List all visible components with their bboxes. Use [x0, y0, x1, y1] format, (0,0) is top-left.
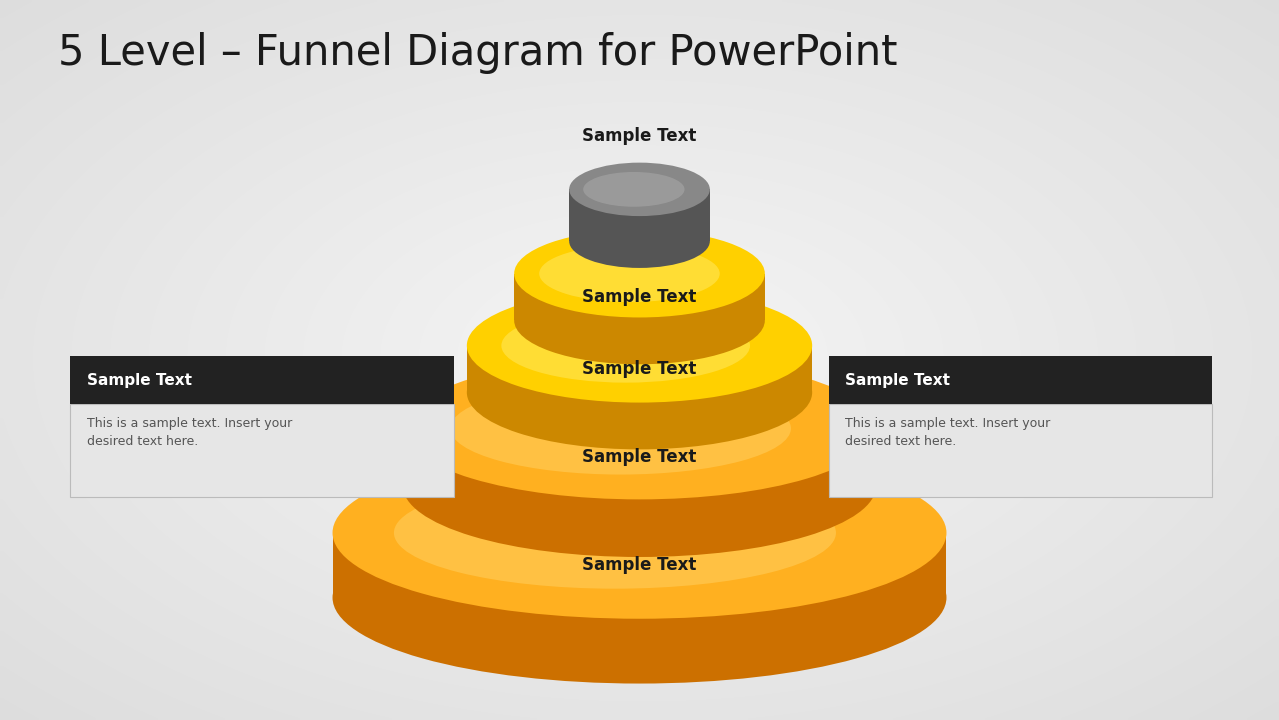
- Ellipse shape: [394, 477, 836, 589]
- Text: 5 Level – Funnel Diagram for PowerPoint: 5 Level – Funnel Diagram for PowerPoint: [58, 32, 897, 74]
- Ellipse shape: [403, 357, 876, 500]
- Ellipse shape: [333, 447, 946, 618]
- Polygon shape: [333, 533, 946, 598]
- Ellipse shape: [540, 245, 720, 302]
- Bar: [70, 404, 454, 497]
- Text: Sample Text: Sample Text: [582, 127, 697, 145]
- Ellipse shape: [501, 309, 749, 382]
- Ellipse shape: [514, 276, 765, 364]
- Bar: [829, 404, 1212, 497]
- Text: Sample Text: Sample Text: [845, 373, 950, 388]
- Text: Sample Text: Sample Text: [582, 288, 697, 306]
- Polygon shape: [569, 189, 710, 241]
- Ellipse shape: [569, 215, 710, 268]
- Ellipse shape: [467, 336, 812, 449]
- Text: Sample Text: Sample Text: [87, 373, 192, 388]
- Text: Sample Text: Sample Text: [582, 448, 697, 467]
- Text: This is a sample text. Insert your
desired text here.: This is a sample text. Insert your desir…: [845, 417, 1050, 448]
- Text: Sample Text: Sample Text: [582, 360, 697, 378]
- Ellipse shape: [450, 382, 790, 474]
- Ellipse shape: [583, 172, 684, 207]
- Ellipse shape: [569, 163, 710, 216]
- Text: This is a sample text. Insert your
desired text here.: This is a sample text. Insert your desir…: [87, 417, 292, 448]
- Polygon shape: [403, 428, 876, 486]
- Ellipse shape: [514, 230, 765, 318]
- Text: Sample Text: Sample Text: [582, 556, 697, 575]
- Bar: [829, 356, 1212, 404]
- Ellipse shape: [333, 512, 946, 683]
- Bar: [70, 356, 454, 404]
- Polygon shape: [467, 346, 812, 392]
- Ellipse shape: [403, 415, 876, 557]
- Polygon shape: [514, 274, 765, 320]
- Ellipse shape: [467, 289, 812, 402]
